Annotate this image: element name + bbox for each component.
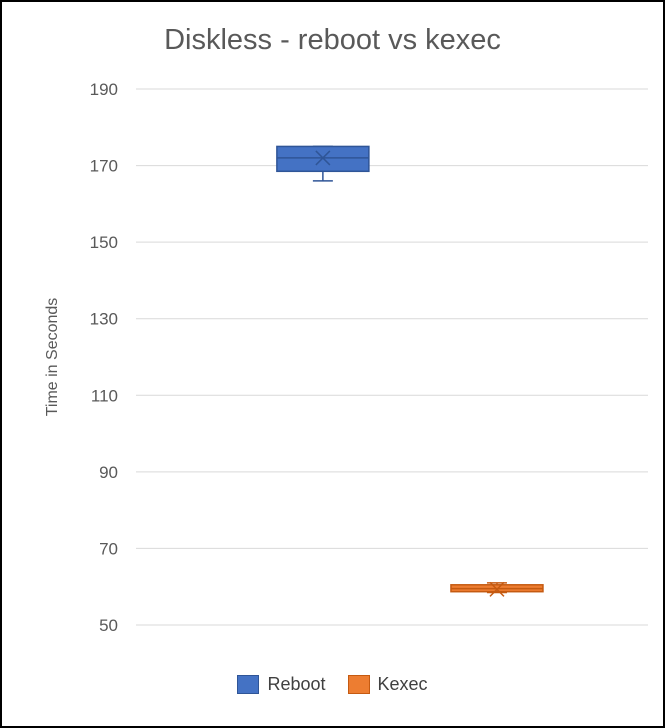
y-axis-label: Time in Seconds (44, 298, 61, 417)
legend-swatch-reboot (237, 675, 260, 694)
legend: Reboot Kexec (2, 674, 663, 695)
y-tick-label: 50 (99, 616, 118, 635)
y-tick-label: 150 (90, 233, 118, 252)
chart-title: Diskless - reboot vs kexec (164, 24, 501, 56)
y-tick-labels: 50 70 90 110 130 150 170 190 (90, 80, 118, 635)
legend-label-kexec: Kexec (377, 674, 428, 694)
box-kexec (450, 581, 544, 597)
y-tick-label: 170 (90, 157, 118, 176)
legend-label-reboot: Reboot (267, 674, 326, 694)
y-tick-label: 190 (90, 80, 118, 99)
box-reboot (276, 145, 370, 182)
boxes (276, 145, 544, 597)
legend-swatch-kexec (347, 675, 370, 694)
y-tick-label: 110 (91, 386, 118, 405)
y-tick-label: 70 (99, 539, 118, 558)
legend-item-reboot: Reboot (237, 674, 326, 695)
mean-marker (489, 581, 505, 597)
y-tick-label: 130 (90, 310, 118, 329)
gridlines (136, 88, 648, 626)
y-tick-label: 90 (99, 463, 118, 482)
mean-marker (315, 150, 331, 166)
legend-item-kexec: Kexec (347, 674, 428, 695)
